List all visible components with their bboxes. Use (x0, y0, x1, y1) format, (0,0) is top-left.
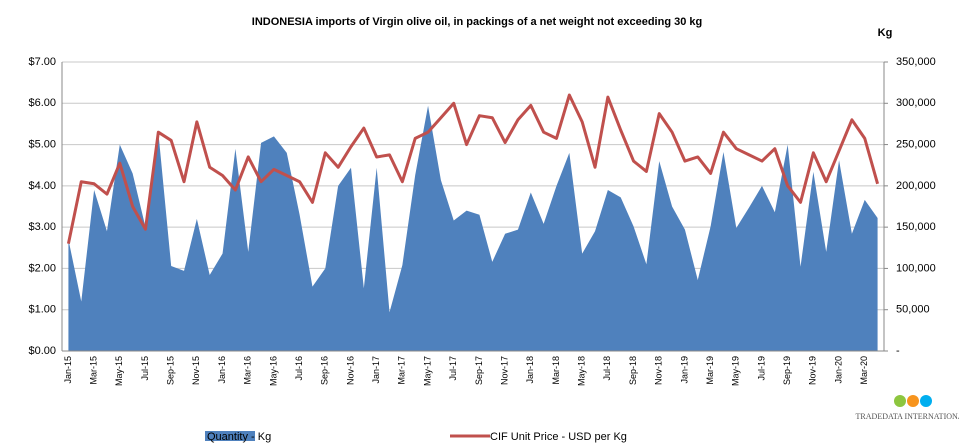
y-tick-label: $6.00 (28, 97, 56, 109)
x-tick-label: Sep-17 (474, 356, 484, 385)
x-tick-label: Nov-17 (499, 356, 509, 385)
x-tick-label: May-18 (577, 356, 587, 386)
x-tick-label: May-15 (114, 356, 124, 386)
y2-tick-label: 300,000 (896, 97, 936, 109)
x-tick-label: Mar-17 (397, 356, 407, 385)
y-tick-label: $2.00 (28, 262, 56, 274)
x-tick-label: Jul-15 (140, 356, 150, 381)
y-tick-label: $1.00 (28, 304, 56, 316)
x-tick-label: Jan-15 (63, 356, 73, 384)
logo-dot (907, 395, 919, 407)
x-tick-label: Jul-19 (756, 356, 766, 381)
x-tick-label: Mar-19 (705, 356, 715, 385)
y2-tick-label: 200,000 (896, 180, 936, 192)
x-tick-label: Jan-18 (525, 356, 535, 384)
x-tick-label: May-19 (731, 356, 741, 386)
chart-title: INDONESIA imports of Virgin olive oil, i… (252, 16, 702, 28)
y2-tick-label: - (896, 345, 900, 357)
x-tick-label: Sep-15 (166, 356, 176, 385)
y2-tick-label: 350,000 (896, 56, 936, 68)
logo: TRADEDATA INTERNATIONAL (856, 395, 959, 421)
y2-tick-label: 100,000 (896, 262, 936, 274)
x-tick-label: Jan-16 (217, 356, 227, 384)
x-tick-label: Jul-18 (602, 356, 612, 381)
y-tick-label: $3.00 (28, 221, 56, 233)
x-tick-label: Jan-20 (833, 356, 843, 384)
x-tick-label: Mar-20 (859, 356, 869, 385)
legend-swatch (205, 431, 255, 441)
y-tick-label: $7.00 (28, 56, 56, 68)
x-tick-label: Nov-15 (191, 356, 201, 385)
logo-text: TRADEDATA INTERNATIONAL (856, 412, 959, 421)
x-tick-label: Jan-19 (679, 356, 689, 384)
line (66, 93, 880, 244)
x-tick-label: May-16 (268, 356, 278, 386)
y2-tick-label: 50,000 (896, 304, 930, 316)
x-tick-label: Sep-19 (782, 356, 792, 385)
logo-dot (894, 395, 906, 407)
area (68, 105, 878, 352)
x-tick-label: Mar-16 (243, 356, 253, 385)
y-tick-label: $0.00 (28, 345, 56, 357)
y2-tick-label: 250,000 (896, 138, 936, 150)
y2-axis-label: Kg (878, 27, 893, 39)
x-tick-label: Mar-15 (88, 356, 98, 385)
x-tick-label: Jul-16 (294, 356, 304, 381)
x-tick-label: Nov-16 (345, 356, 355, 385)
y-tick-label: $4.00 (28, 180, 56, 192)
x-tick-label: Nov-19 (808, 356, 818, 385)
x-tick-label: Nov-18 (654, 356, 664, 385)
x-tick-label: Jul-17 (448, 356, 458, 381)
y2-tick-label: 150,000 (896, 221, 936, 233)
x-tick-label: Mar-18 (551, 356, 561, 385)
logo-dot (920, 395, 932, 407)
legend-label: Quantity - Kg (207, 431, 271, 443)
legend-label: CIF Unit Price - USD per Kg (490, 431, 627, 443)
x-tick-label: Sep-18 (628, 356, 638, 385)
x-tick-label: Jan-17 (371, 356, 381, 384)
x-tick-label: Sep-16 (320, 356, 330, 385)
x-tick-label: May-17 (422, 356, 432, 386)
y-tick-label: $5.00 (28, 138, 56, 150)
